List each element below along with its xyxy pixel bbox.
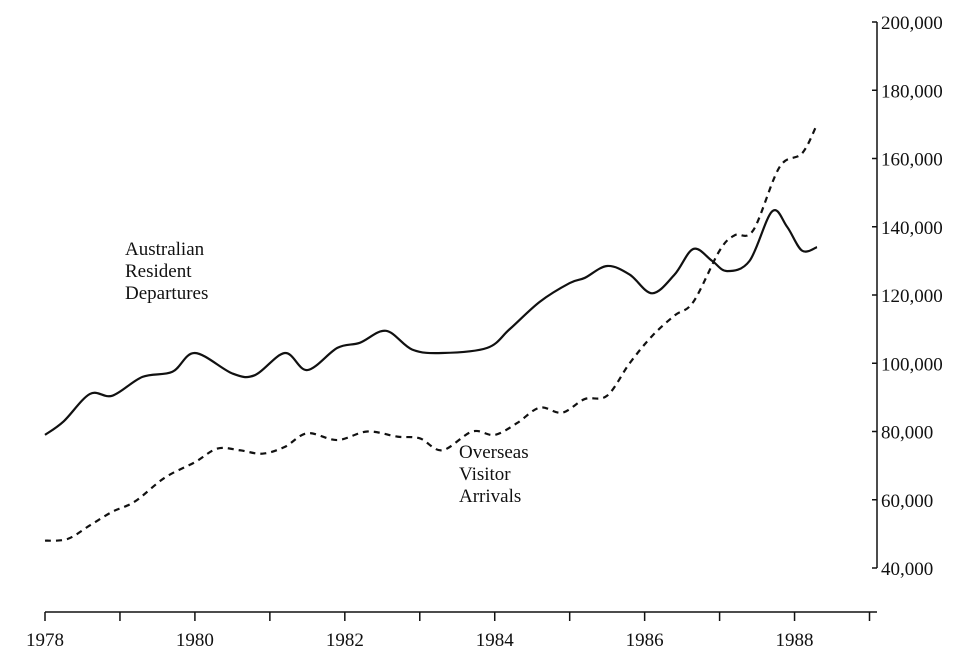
line-series bbox=[44, 209, 818, 436]
y-tick-label: 100,000 bbox=[881, 354, 943, 375]
y-tick-label: 160,000 bbox=[881, 150, 943, 171]
y-tick-label: 140,000 bbox=[881, 218, 943, 239]
x-tick-label: 1986 bbox=[626, 630, 664, 651]
y-tick-label: 120,000 bbox=[881, 286, 943, 307]
x-tick-label: 1988 bbox=[776, 630, 814, 651]
y-tick-label: 40,000 bbox=[881, 559, 933, 580]
x-tick-label: 1980 bbox=[176, 630, 214, 651]
y-tick-label: 60,000 bbox=[881, 491, 933, 512]
x-tick-label: 1982 bbox=[326, 630, 364, 651]
y-tick-label: 180,000 bbox=[881, 81, 943, 102]
line-series bbox=[44, 123, 819, 542]
x-tick-label: 1984 bbox=[476, 630, 515, 651]
y-tick-label: 80,000 bbox=[881, 423, 933, 444]
x-tick-label: 1978 bbox=[26, 630, 64, 651]
series-label: Australian Resident Departures bbox=[125, 239, 208, 304]
series-label: Overseas Visitor Arrivals bbox=[459, 442, 529, 507]
y-tick-label: 200,000 bbox=[881, 13, 943, 34]
